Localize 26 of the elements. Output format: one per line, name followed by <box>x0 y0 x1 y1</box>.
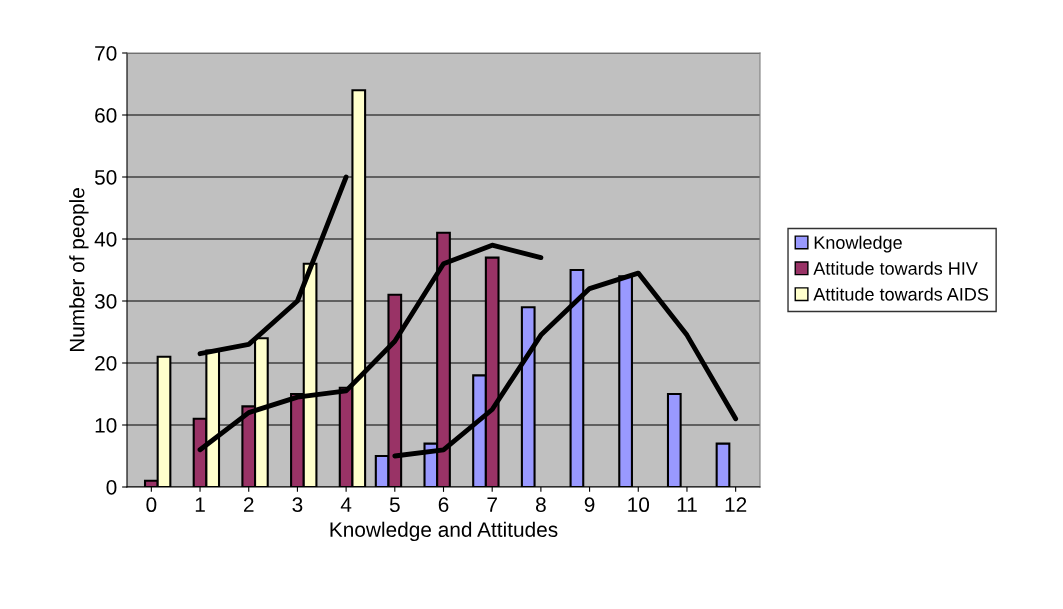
y-tick-label: 40 <box>94 232 117 247</box>
x-tick-label: 11 <box>677 497 697 512</box>
x-tick-label: 0 <box>146 497 157 513</box>
legend-label: Knowledge <box>814 235 902 253</box>
x-tick-label: 9 <box>584 497 595 513</box>
x-tick-label: 12 <box>725 497 747 512</box>
x-tick-label: 1 <box>195 497 205 512</box>
legend-label: Attitude towards AIDS <box>813 287 989 301</box>
x-tick-label: 8 <box>536 497 546 513</box>
y-tick-label: 70 <box>95 46 117 61</box>
x-tick-label: 7 <box>487 497 497 512</box>
legend-label: Attitude towards HIV <box>813 261 978 275</box>
y-tick-label: 10 <box>95 418 117 433</box>
x-tick-label: 10 <box>628 497 650 513</box>
y-axis-title: Number of people <box>69 188 89 352</box>
y-tick-label: 60 <box>95 108 117 123</box>
x-tick-label: 4 <box>340 497 352 512</box>
x-axis-title: Knowledge and Attitudes <box>330 521 558 542</box>
y-tick-label: 50 <box>94 170 117 185</box>
y-tick-label: 30 <box>94 294 117 309</box>
y-tick-label: 20 <box>95 356 117 371</box>
x-tick-label: 6 <box>438 497 449 513</box>
x-tick-label: 5 <box>389 497 400 513</box>
x-tick-label: 2 <box>243 497 254 512</box>
x-tick-label: 3 <box>292 497 303 513</box>
y-tick-label: 0 <box>106 480 117 495</box>
